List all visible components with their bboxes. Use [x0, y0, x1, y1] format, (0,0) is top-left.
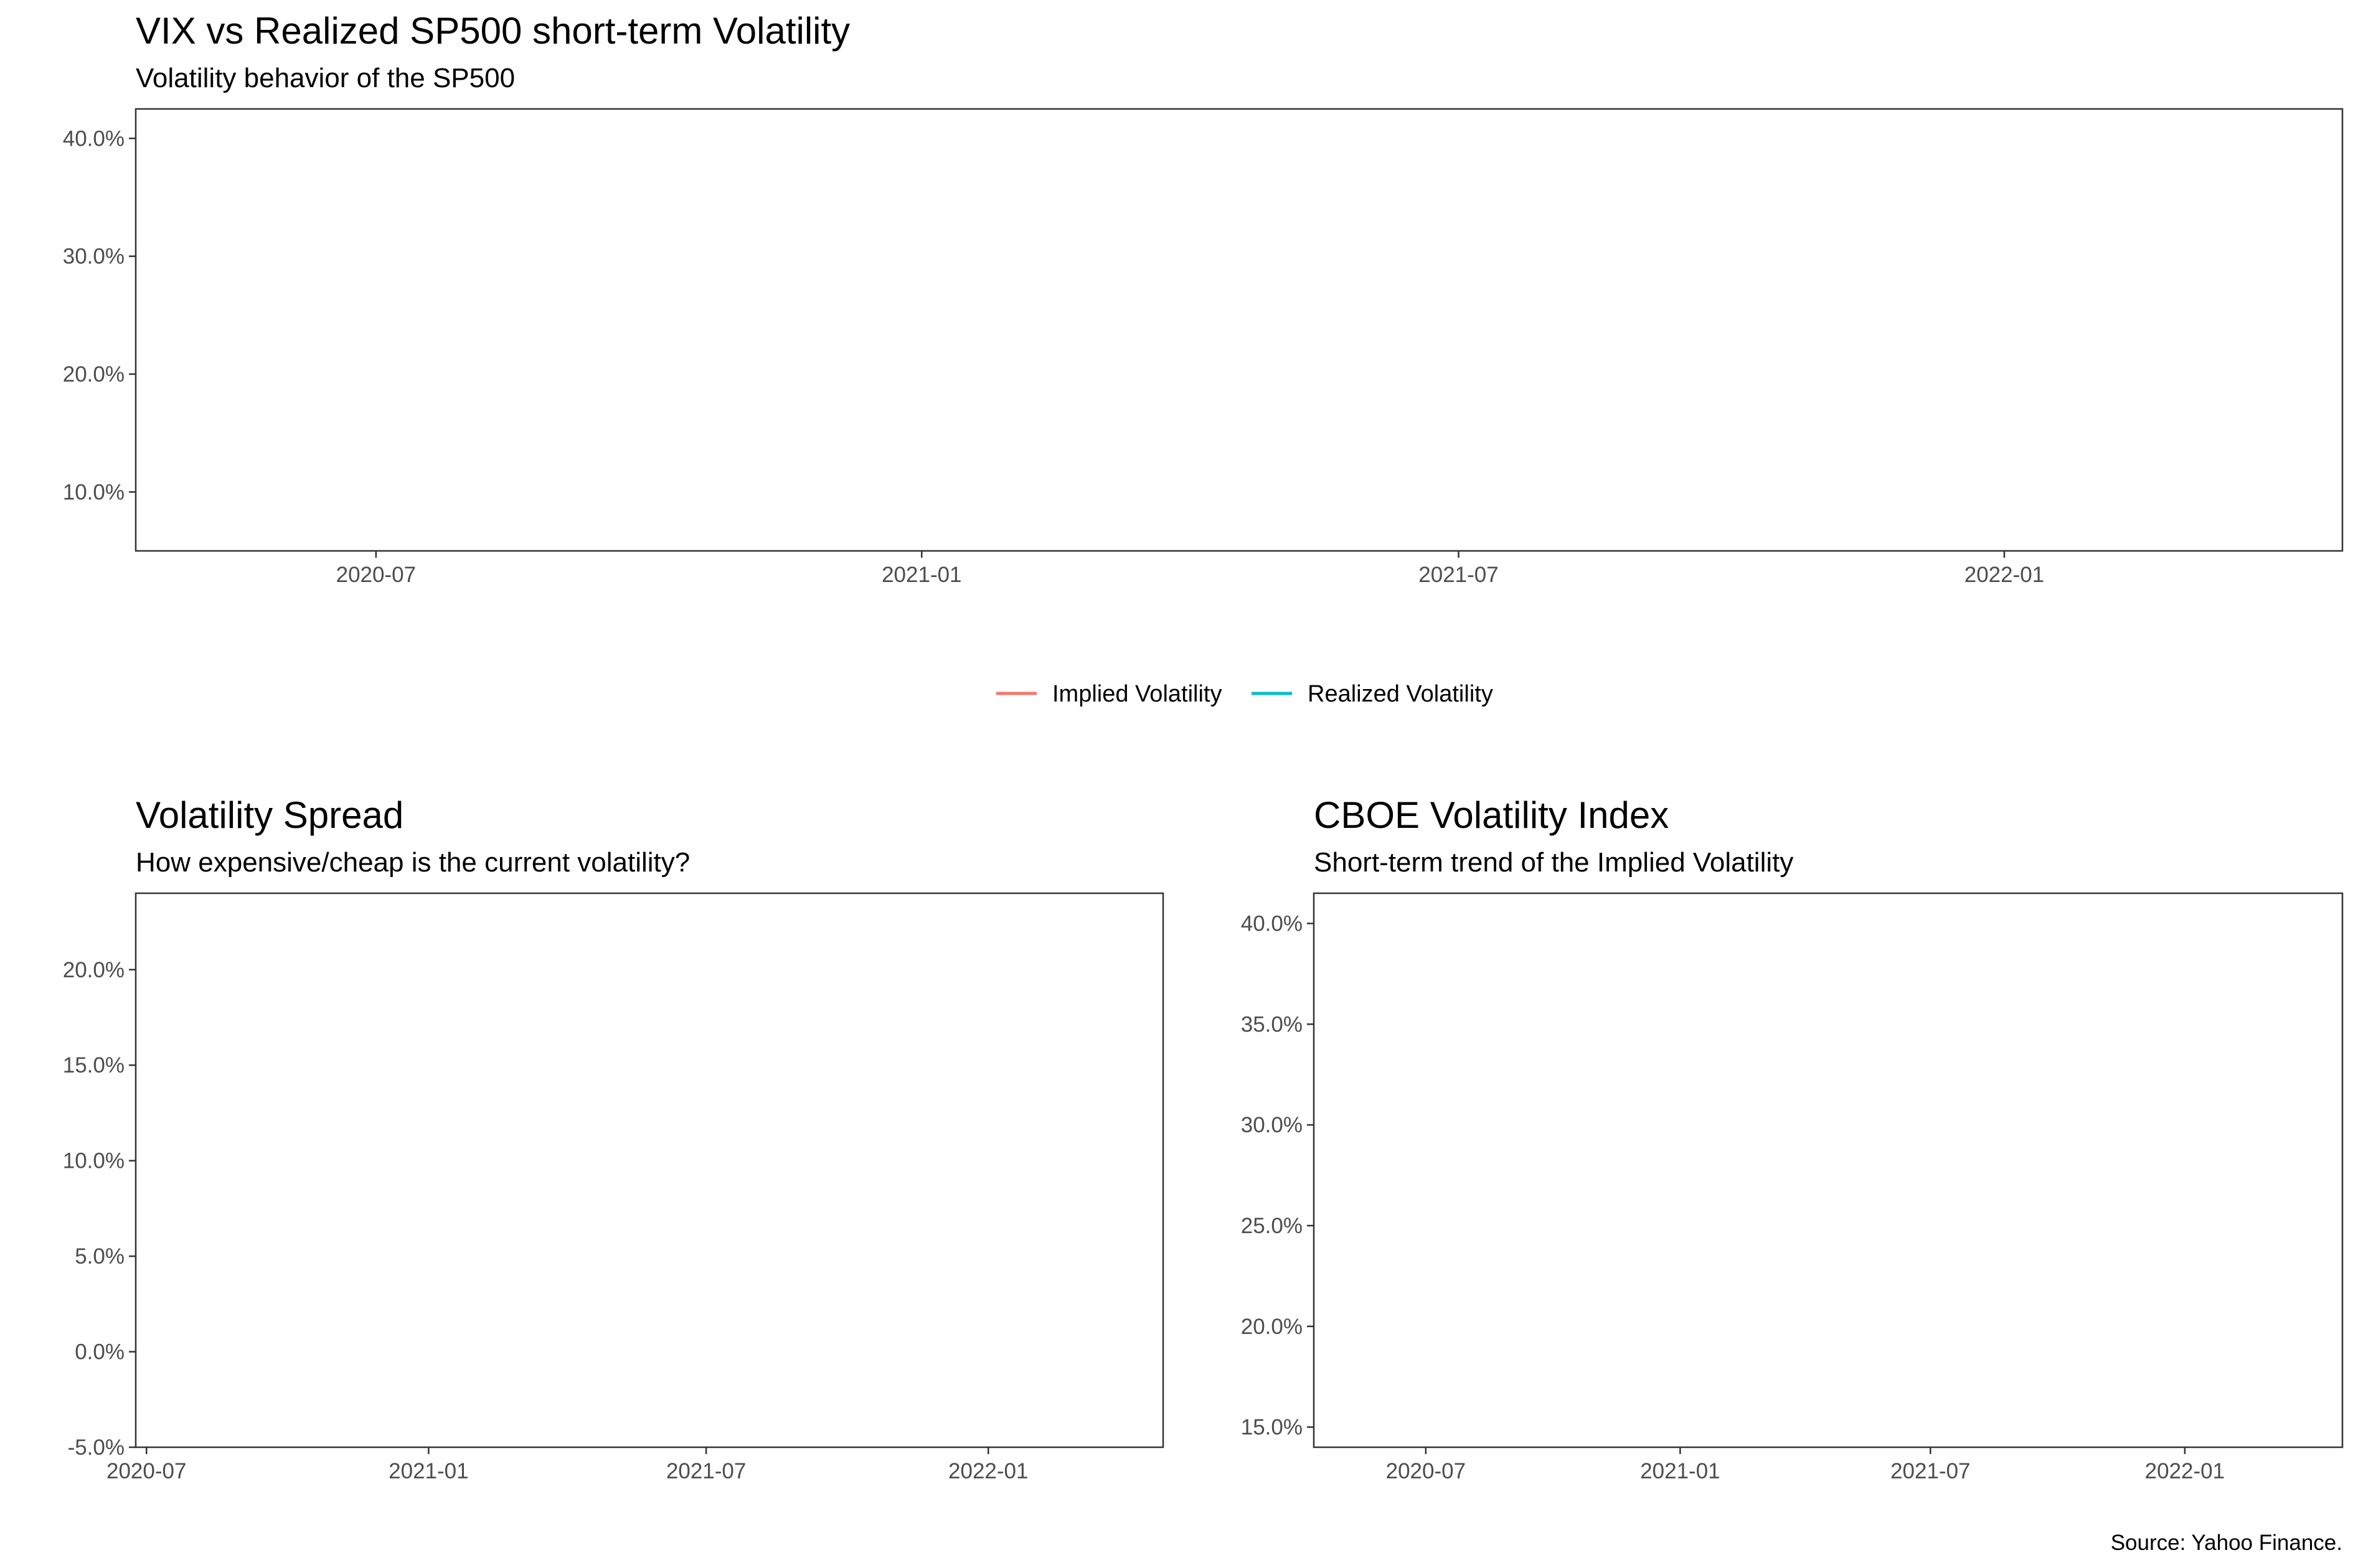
x-tick-label: 2022-01: [2145, 1459, 2225, 1483]
y-tick-label: 20.0%: [63, 362, 125, 387]
volatility-spread-chart: Volatility Spread How expensive/cheap is…: [63, 794, 1164, 1483]
plot-frame: [134, 892, 1164, 1448]
x-tick-label: 2020-07: [336, 563, 416, 587]
y-tick-label: 35.0%: [1241, 1012, 1303, 1036]
y-tick-label: 20.0%: [63, 958, 125, 982]
panel-border: [134, 108, 2344, 552]
y-tick-label: 40.0%: [1241, 912, 1303, 936]
legend: Implied Volatility Realized Volatility: [996, 681, 1493, 707]
axes: -5.0% 0.0% 5.0% 10.0% 15.0% 20.0% 2020-07 2021-…: [63, 958, 1029, 1483]
x-tick-label: 2020-07: [106, 1459, 186, 1483]
panel-border: [1313, 892, 2344, 1448]
panel-border: [134, 892, 1164, 1448]
y-tick-label: 5.0%: [75, 1244, 125, 1269]
y-tick-label: 15.0%: [63, 1053, 125, 1077]
y-tick-label: 40.0%: [63, 126, 125, 151]
y-tick-label: 25.0%: [1241, 1214, 1303, 1238]
x-tick-label: 2021-07: [1418, 563, 1498, 587]
y-tick-label: 0.0%: [75, 1340, 125, 1364]
x-tick-label: 2020-07: [1386, 1459, 1466, 1483]
axes: 15.0% 20.0% 25.0% 30.0% 35.0% 40.0% 2020-07 202…: [1241, 912, 2225, 1483]
x-tick-label: 2021-07: [1890, 1459, 1970, 1483]
chart-subtitle: Volatility behavior of the SP500: [136, 63, 515, 93]
y-tick-label: 10.0%: [63, 1149, 125, 1173]
x-tick-label: 2021-01: [389, 1459, 468, 1483]
x-tick-label: 2021-07: [666, 1459, 746, 1483]
x-tick-label: 2022-01: [948, 1459, 1028, 1483]
axes: 10.0% 20.0% 30.0% 40.0% 2020-07 2021-01 2021-0…: [63, 126, 2044, 587]
chart-subtitle: Short-term trend of the Implied Volatili…: [1314, 847, 1793, 878]
plot-frame: [134, 108, 2344, 552]
y-tick-label: 30.0%: [63, 245, 125, 269]
y-tick-label: 15.0%: [1241, 1415, 1303, 1440]
x-tick-label: 2021-01: [1640, 1459, 1720, 1483]
plot-frame: [1313, 892, 2344, 1448]
x-tick-label: 2021-01: [882, 563, 961, 587]
y-tick-label: 10.0%: [63, 480, 125, 504]
y-tick-label: 30.0%: [1241, 1113, 1303, 1137]
cboe-vix-chart: CBOE Volatility Index Short-term trend o…: [1241, 794, 2344, 1483]
x-tick-label: 2022-01: [1964, 563, 2044, 587]
chart-title: CBOE Volatility Index: [1314, 794, 1669, 836]
chart-title: VIX vs Realized SP500 short-term Volatil…: [136, 10, 850, 52]
chart-title: Volatility Spread: [136, 794, 403, 836]
legend-label-realized: Realized Volatility: [1308, 681, 1493, 707]
y-tick-label: 20.0%: [1241, 1315, 1303, 1339]
source-caption: Source: Yahoo Finance.: [2111, 1531, 2342, 1555]
chart-subtitle: How expensive/cheap is the current volat…: [136, 847, 690, 878]
y-tick-label: -5.0%: [68, 1435, 125, 1460]
vix-vs-realized-chart: VIX vs Realized SP500 short-term Volatil…: [63, 10, 2344, 587]
legend-label-implied: Implied Volatility: [1052, 681, 1222, 707]
